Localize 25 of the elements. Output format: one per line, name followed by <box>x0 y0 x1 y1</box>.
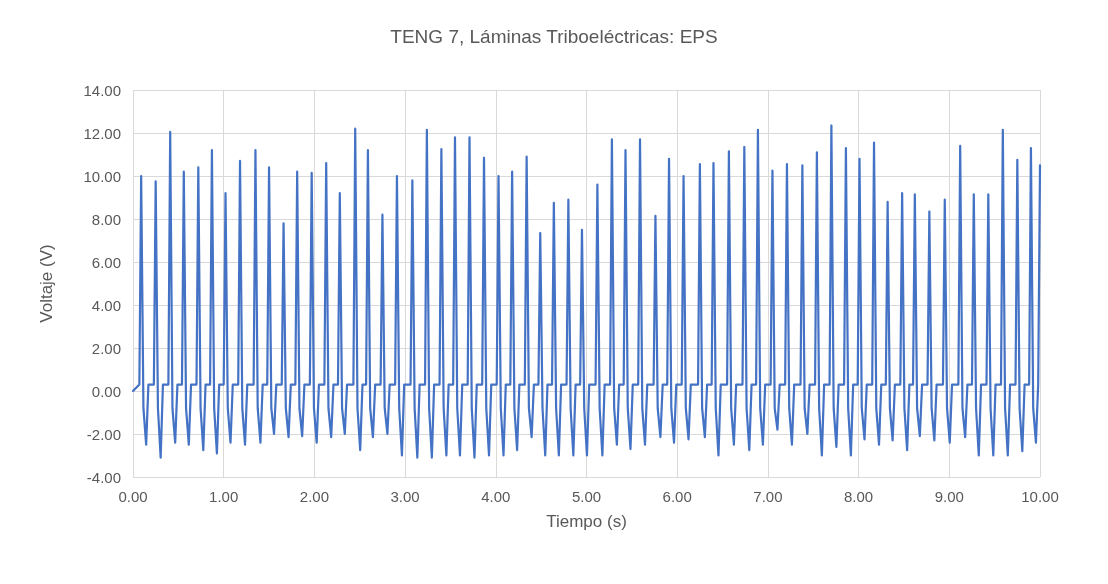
x-tick-label: 1.00 <box>209 488 239 505</box>
y-tick-label: 14.00 <box>83 81 121 99</box>
chart-title: TENG 7, Láminas Triboeléctricas: EPS <box>390 26 718 47</box>
y-tick-label: 2.00 <box>91 339 121 357</box>
x-axis-title: Tiempo (s) <box>546 512 627 531</box>
y-tick-label: 0.00 <box>91 382 121 400</box>
x-tick-label: 0.00 <box>118 488 148 505</box>
y-tick-label: 8.00 <box>91 210 121 228</box>
y-axis-title: Voltaje (V) <box>37 244 56 323</box>
x-tick-label: 9.00 <box>934 488 964 505</box>
x-tick-label: 7.00 <box>753 488 783 505</box>
x-tick-label: 10.00 <box>1021 488 1059 505</box>
x-tick-label: 4.00 <box>481 488 511 505</box>
y-tick-label: 4.00 <box>91 296 121 314</box>
x-tick-label: 3.00 <box>390 488 420 505</box>
x-tick-label: 5.00 <box>571 488 602 505</box>
y-tick-label: 6.00 <box>91 253 121 271</box>
x-tick-label: 8.00 <box>844 488 874 505</box>
x-tick-label: 6.00 <box>662 488 692 505</box>
y-tick-label: -2.00 <box>86 425 121 443</box>
x-tick-label: 2.00 <box>299 488 329 505</box>
y-tick-label: 10.00 <box>83 167 121 185</box>
y-tick-label: 12.00 <box>83 124 121 142</box>
line-series <box>131 124 1042 459</box>
y-tick-label: -4.00 <box>86 468 121 486</box>
